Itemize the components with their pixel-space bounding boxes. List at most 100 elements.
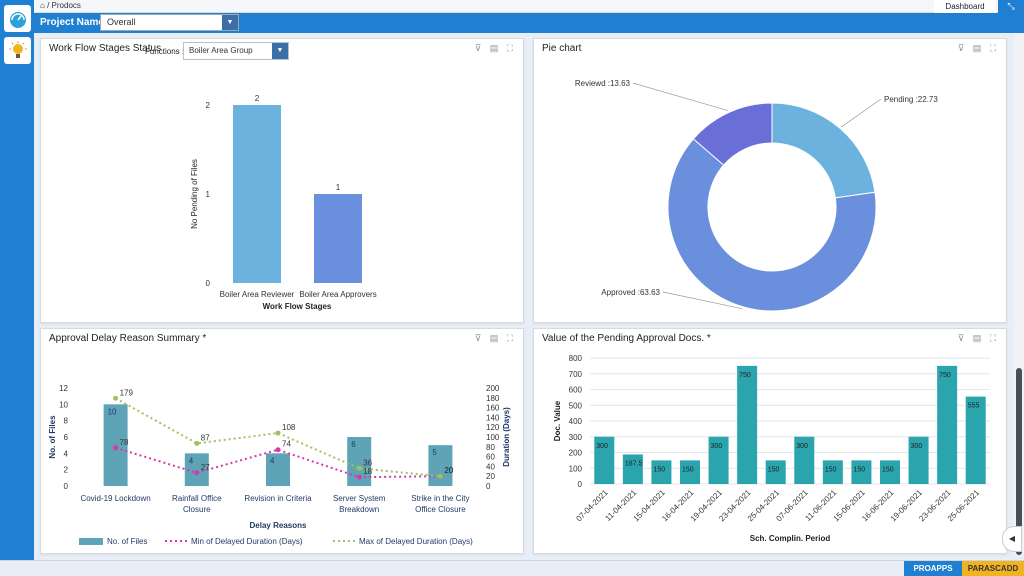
y-tick-label: 10: [59, 400, 68, 409]
bar-value-label: 300: [596, 443, 608, 450]
y2-tick-label: 0: [486, 482, 491, 491]
expand-icon[interactable]: ⛶: [989, 333, 997, 343]
pie-slice: [771, 102, 876, 199]
series-point: [194, 440, 200, 446]
x-tick-label: Revision in Criteria: [244, 494, 312, 503]
pie-slice: [667, 138, 877, 312]
legend-swatch: [79, 538, 103, 545]
project-label: Project Name :: [40, 17, 111, 28]
panel-tools: ⊽ ▤ ⛶: [956, 44, 998, 53]
y-tick-label: 200: [569, 449, 583, 458]
y2-tick-label: 80: [486, 443, 495, 452]
project-select[interactable]: Overall ▼: [100, 14, 239, 31]
pie-slice-label: Reviewd :13.63: [575, 79, 631, 88]
x-tick-label: Strike in the City: [411, 494, 469, 503]
series-line: [115, 446, 441, 479]
pending-value-chart: 010020030040050060070080030007-04-202118…: [553, 354, 990, 543]
filter-icon[interactable]: ⊽: [474, 43, 482, 53]
bar-value-label: 750: [739, 372, 751, 379]
y2-tick-label: 100: [486, 433, 500, 442]
x-tick-label: Office Closure: [415, 505, 466, 514]
y-tick-label: 600: [569, 386, 583, 395]
pie-chart: Pending :22.73 Approved :63.63 Reviewd :13…: [575, 79, 938, 312]
bar: [822, 460, 843, 484]
footer: [0, 560, 1024, 576]
bar-value-label: 555: [968, 403, 980, 410]
bar-value-label: 750: [939, 372, 951, 379]
chevron-down-icon[interactable]: ▼: [222, 15, 238, 30]
bar: [908, 436, 929, 484]
bar: [937, 365, 958, 484]
y2-tick-label: 60: [486, 453, 495, 462]
top-bar: ⌂ / Prodocs Dashboard ⤡: [34, 0, 1024, 13]
legend-label: Min of Delayed Duration (Days): [191, 537, 303, 546]
series-point: [356, 465, 362, 471]
lightbulb-icon[interactable]: [4, 37, 31, 64]
point-value-label: 27: [201, 463, 210, 472]
table-icon[interactable]: ▤: [972, 43, 982, 53]
x-axis-label: Work Flow Stages: [263, 302, 332, 311]
table-icon[interactable]: ▤: [489, 333, 499, 343]
expand-icon[interactable]: ⛶: [506, 43, 514, 53]
bar: [765, 460, 786, 484]
vertical-scrollbar[interactable]: [1014, 33, 1024, 555]
filter-icon[interactable]: ⊽: [957, 43, 965, 53]
bar-value-label: 150: [853, 466, 865, 473]
bar: [708, 436, 729, 484]
panel-title: Pie chart: [542, 43, 582, 54]
pie-slice-label: Pending :22.73: [884, 95, 938, 104]
home-icon[interactable]: ⌂: [40, 1, 45, 10]
expand-icon[interactable]: ⛶: [506, 333, 514, 343]
breadcrumb-app[interactable]: Prodocs: [51, 1, 81, 10]
compress-icon[interactable]: ⤡: [998, 0, 1024, 13]
chevron-down-icon[interactable]: ▼: [272, 43, 288, 59]
y-tick-label: 0: [64, 482, 69, 491]
bar-value-label: 300: [796, 443, 808, 450]
bar-value-label: 187.5: [625, 460, 643, 467]
bar-value-label: 150: [825, 466, 837, 473]
panel-title: Approval Delay Reason Summary *: [49, 333, 207, 344]
collapse-panel-icon[interactable]: ◀: [1002, 526, 1022, 552]
y-tick-label: 800: [569, 354, 583, 363]
y-tick-label: 8: [64, 417, 69, 426]
bar: [851, 460, 872, 484]
bar-value-label: 300: [711, 443, 723, 450]
dashboard-gauge-icon[interactable]: [4, 5, 31, 32]
y2-tick-label: 140: [486, 413, 500, 422]
x-tick-label: Covid-19 Lockdown: [80, 494, 150, 503]
dashboard-button[interactable]: Dashboard: [934, 0, 996, 13]
filter-icon[interactable]: ⊽: [474, 333, 482, 343]
y-axis-label: No Pending of Files: [190, 159, 199, 229]
table-icon[interactable]: ▤: [972, 333, 982, 343]
functions-select[interactable]: Boiler Area Group ▼: [183, 42, 289, 60]
x-tick-label: Server System: [333, 494, 386, 503]
point-value-label: 78: [120, 438, 129, 447]
point-value-label: 179: [120, 388, 134, 397]
y-tick-label: 2: [206, 101, 211, 110]
y2-tick-label: 120: [486, 423, 500, 432]
y-tick-label: 6: [64, 433, 69, 442]
filter-icon[interactable]: ⊽: [957, 333, 965, 343]
table-icon[interactable]: ▤: [489, 43, 499, 53]
scrollbar-thumb[interactable]: [1016, 368, 1022, 555]
expand-icon[interactable]: ⛶: [989, 43, 997, 53]
bar: [680, 460, 700, 484]
y2-tick-label: 40: [486, 462, 495, 471]
bar: [314, 194, 362, 283]
bar: [103, 404, 128, 486]
y-axis-label: No. of Files: [48, 415, 57, 459]
bar: [622, 454, 643, 484]
bar-value-label: 300: [911, 443, 923, 450]
series-point: [113, 445, 119, 451]
legend-label: No. of Files: [107, 537, 147, 546]
brand-logo-proapps: PROAPPS: [904, 561, 962, 576]
x-tick-label: Boiler Area Reviewer: [220, 290, 295, 299]
delay-chart: 02468101202040608010012014016018020010Co…: [48, 384, 511, 546]
pending-value-panel: Value of the Pending Approval Docs. * ⊽ …: [533, 328, 1007, 554]
panel-tools: ⊽ ▤ ⛶: [956, 334, 998, 343]
bar-value-label: 2: [255, 94, 260, 103]
y-tick-label: 500: [569, 401, 583, 410]
pie-leader-line: [632, 82, 729, 111]
y-tick-label: 4: [64, 449, 69, 458]
point-value-label: 18: [363, 467, 372, 476]
